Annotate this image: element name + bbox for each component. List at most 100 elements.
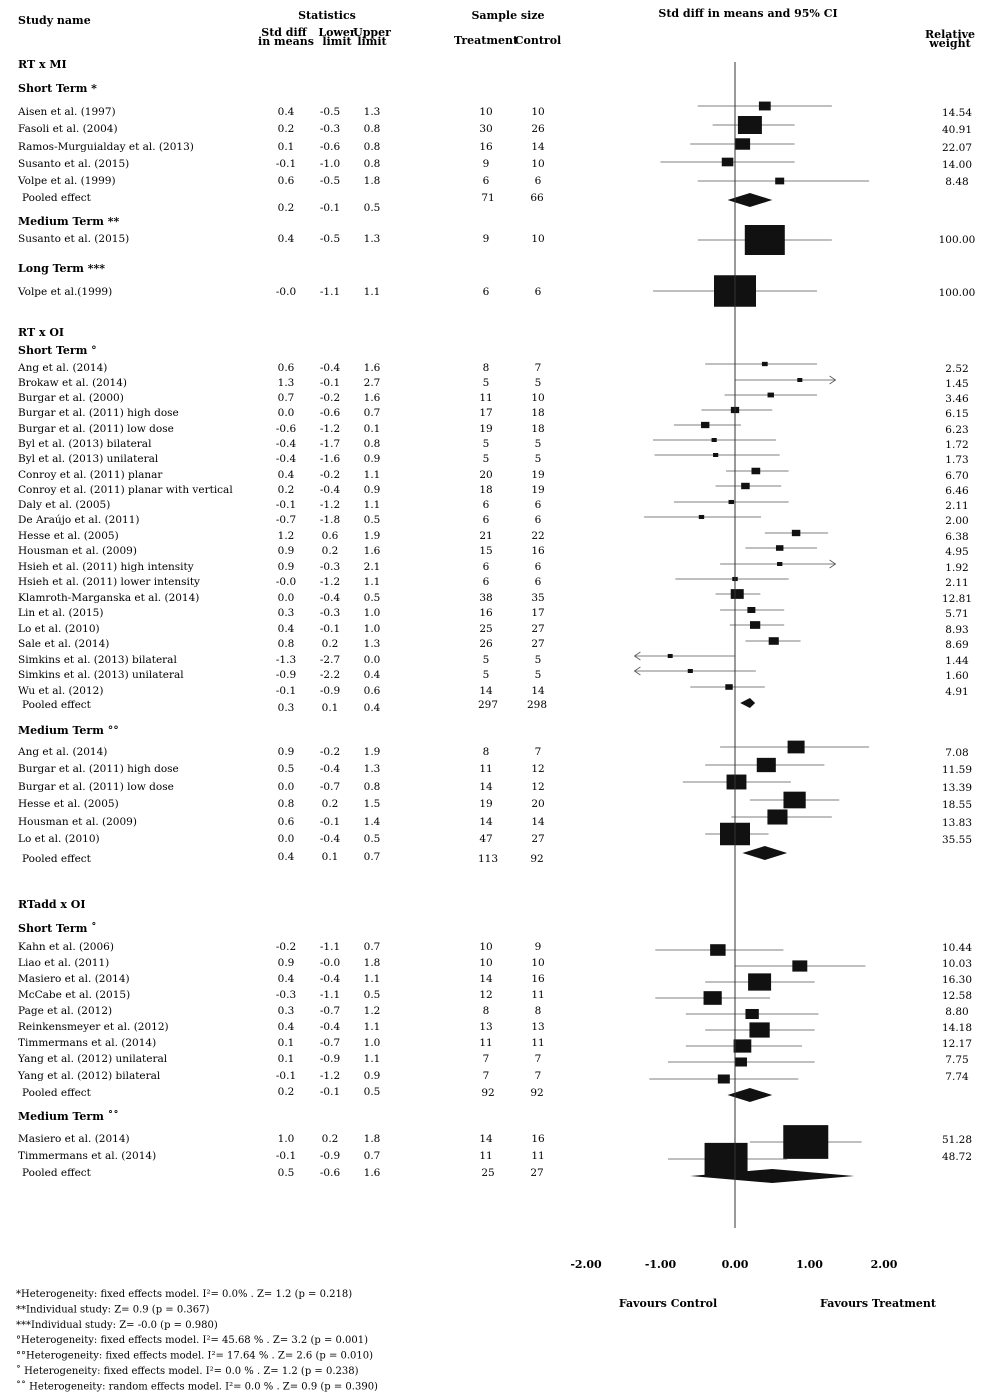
x-tick-label: 1.00 <box>796 1258 823 1271</box>
study-lower: -0.4 <box>320 484 341 496</box>
study-treatment-n: 10 <box>479 957 492 969</box>
study-weight: 10.03 <box>942 958 972 970</box>
study-control-n: 10 <box>531 957 544 969</box>
x-tick-label: -2.00 <box>570 1258 602 1271</box>
pooled-upper: 1.6 <box>364 1167 381 1179</box>
study-weight: 11.59 <box>942 764 972 776</box>
pooled-smd: 0.2 <box>278 202 295 214</box>
study-name: Brokaw et al. (2014) <box>18 377 127 389</box>
study-control-n: 9 <box>535 941 542 953</box>
study-treatment-n: 11 <box>479 1037 492 1049</box>
study-control-n: 18 <box>531 407 544 419</box>
footnotes: *Heterogeneity: fixed effects model. I²=… <box>16 1289 378 1392</box>
study-lower: -0.7 <box>320 781 340 793</box>
study-upper: 1.1 <box>364 1021 381 1033</box>
study-control-n: 14 <box>531 141 545 153</box>
study-smd: 0.6 <box>278 175 295 187</box>
study-smd: 0.3 <box>278 1005 295 1017</box>
study-control-n: 22 <box>531 530 544 542</box>
study-weight: 7.75 <box>945 1054 968 1066</box>
study-control-n: 20 <box>531 798 544 810</box>
study-control-n: 11 <box>531 1150 544 1162</box>
pooled-label: Pooled effect <box>22 1167 92 1179</box>
study-treatment-n: 6 <box>483 514 490 526</box>
pooled-label: Pooled effect <box>22 699 92 711</box>
study-upper: 1.2 <box>364 1005 381 1017</box>
study-control-n: 27 <box>531 833 544 845</box>
study-smd: 0.9 <box>278 746 295 758</box>
study-weight: 2.11 <box>945 577 968 589</box>
study-smd: -0.0 <box>276 576 296 588</box>
study-treatment-n: 14 <box>479 1133 493 1145</box>
study-upper: 1.8 <box>364 1133 381 1145</box>
study-weight: 1.72 <box>945 439 968 451</box>
study-weight: 1.73 <box>945 454 968 466</box>
pooled-smd: 0.2 <box>278 1086 295 1098</box>
study-treatment-n: 19 <box>479 798 492 810</box>
study-upper: 1.3 <box>364 106 381 118</box>
study-treatment-n: 5 <box>483 669 490 681</box>
study-lower: -0.1 <box>320 816 340 828</box>
section-title: RTadd x OI <box>18 898 86 911</box>
column-headers: Study name Statistics Std diff in means … <box>18 7 975 50</box>
study-treatment-n: 18 <box>479 484 492 496</box>
study-control-n: 6 <box>535 576 542 588</box>
header-lower-2: limit <box>322 35 352 48</box>
pooled-lower: 0.1 <box>322 702 339 714</box>
study-lower: -0.3 <box>320 123 340 135</box>
study-weight: 1.45 <box>945 378 968 390</box>
pooled-diamond <box>727 193 773 207</box>
header-study-name: Study name <box>18 14 91 27</box>
footnote: ***Individual study: Z= -0.0 (p = 0.980) <box>16 1320 218 1331</box>
study-lower: -1.1 <box>320 286 340 298</box>
study-weight: 14.18 <box>942 1022 972 1034</box>
study-smd: 0.8 <box>278 638 295 650</box>
study-control-n: 19 <box>531 469 544 481</box>
study-upper: 0.9 <box>364 1070 381 1082</box>
point-estimate-box <box>791 529 801 537</box>
study-weight: 6.15 <box>945 408 968 420</box>
study-upper: 0.5 <box>364 514 381 526</box>
point-estimate-box <box>687 669 693 673</box>
pooled-treatment-n: 71 <box>481 192 494 204</box>
pooled-upper: 0.5 <box>364 1086 381 1098</box>
point-estimate-box <box>710 944 726 956</box>
study-smd: -0.1 <box>276 1070 296 1082</box>
study-weight: 2.11 <box>945 500 968 512</box>
pooled-control-n: 298 <box>527 699 547 711</box>
point-estimate-box <box>733 1039 752 1053</box>
study-name: Ang et al. (2014) <box>17 362 107 374</box>
pooled-label: Pooled effect <box>22 1087 92 1099</box>
point-estimate-box <box>725 684 733 690</box>
study-lower: -1.2 <box>320 1070 340 1082</box>
study-name: Conroy et al. (2011) planar with vertica… <box>18 484 233 496</box>
subgroup-title: Medium Term °° <box>18 724 119 737</box>
ci-arrow-left <box>633 651 641 661</box>
footnote: ˚˚ Heterogeneity: random effects model. … <box>16 1380 378 1392</box>
study-treatment-n: 47 <box>479 833 492 845</box>
point-estimate-box <box>767 392 774 398</box>
point-estimate-box <box>713 453 719 457</box>
study-upper: 1.8 <box>364 957 381 969</box>
study-lower: -0.3 <box>320 561 340 573</box>
study-lower: -0.4 <box>320 592 341 604</box>
study-upper: 1.0 <box>364 623 381 635</box>
study-name: Page et al. (2012) <box>18 1005 112 1017</box>
pooled-control-n: 92 <box>530 853 543 865</box>
study-lower: -1.1 <box>320 941 340 953</box>
study-upper: 1.9 <box>364 746 381 758</box>
study-lower: -2.7 <box>320 654 340 666</box>
study-treatment-n: 25 <box>479 623 492 635</box>
study-upper: 0.5 <box>364 833 381 845</box>
study-smd: 0.4 <box>278 106 295 118</box>
study-treatment-n: 10 <box>479 106 492 118</box>
point-estimate-box <box>792 960 808 972</box>
study-control-n: 7 <box>535 746 542 758</box>
study-control-n: 27 <box>531 638 544 650</box>
study-name: Aisen et al. (1997) <box>17 106 116 118</box>
study-upper: 0.9 <box>364 453 381 465</box>
point-estimate-box <box>747 606 756 614</box>
study-upper: 1.6 <box>364 362 381 374</box>
study-smd: -0.4 <box>276 438 297 450</box>
study-weight: 1.92 <box>945 562 968 574</box>
